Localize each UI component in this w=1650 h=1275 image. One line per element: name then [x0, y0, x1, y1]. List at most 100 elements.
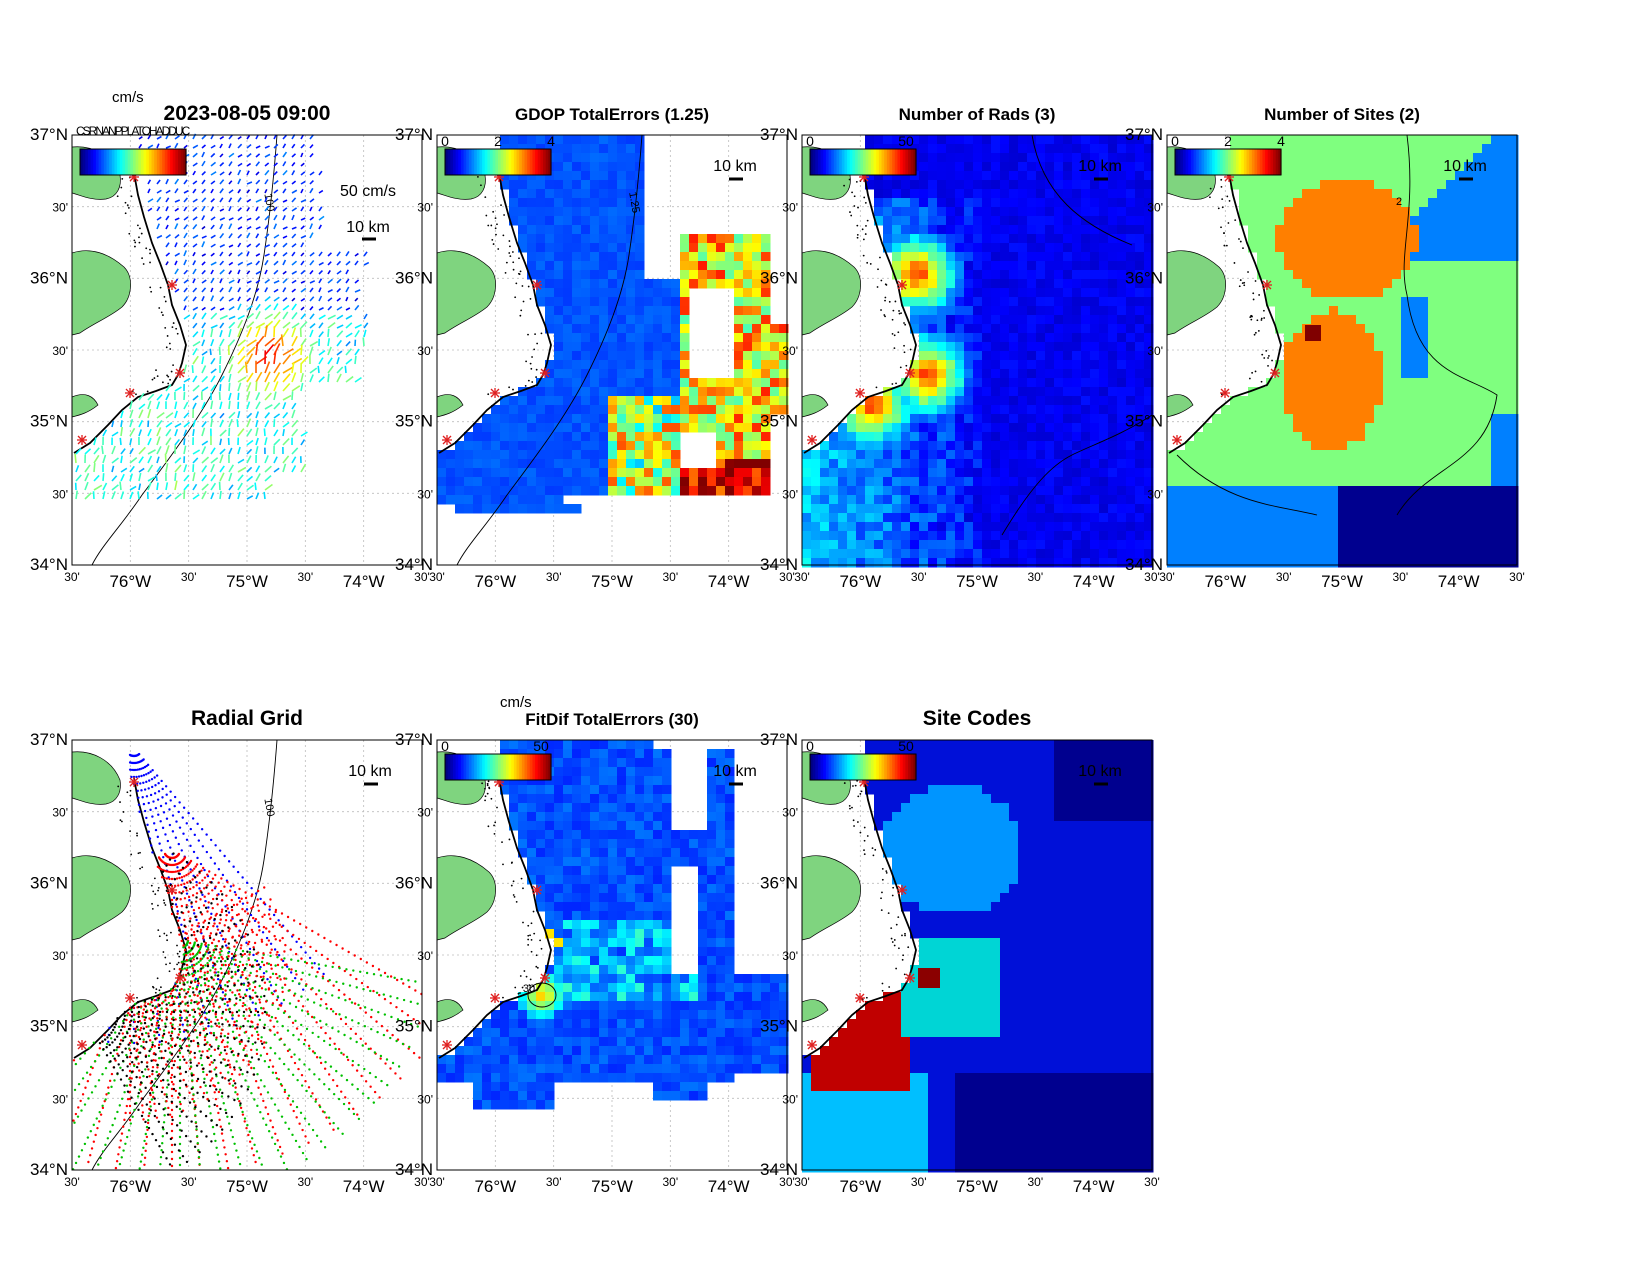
field-cell	[545, 288, 555, 298]
field-cell	[1081, 468, 1091, 478]
field-cell	[473, 459, 483, 469]
field-cell	[1464, 252, 1474, 262]
field-cell	[1257, 441, 1267, 451]
field-cell	[1054, 360, 1064, 370]
field-cell	[572, 180, 582, 190]
field-cell	[901, 198, 911, 208]
field-cell	[937, 288, 947, 298]
field-cell	[626, 279, 636, 289]
field-cell	[1356, 459, 1366, 469]
field-cell	[518, 432, 528, 442]
field-cell	[955, 297, 965, 307]
field-cell	[716, 486, 726, 496]
colorbar-tick-label: 50	[898, 133, 914, 149]
vector-arrow	[201, 287, 207, 293]
field-cell	[1257, 225, 1267, 235]
field-cell	[1275, 180, 1285, 190]
field-cell	[1036, 378, 1046, 388]
field-cell	[892, 423, 902, 433]
field-cell	[509, 171, 519, 181]
vector-arrow	[273, 214, 278, 221]
field-cell	[1410, 216, 1420, 226]
field-cell	[545, 423, 555, 433]
vector-arrow	[273, 206, 278, 212]
field-cell	[1257, 396, 1267, 406]
field-cell	[1099, 144, 1109, 154]
field-cell	[874, 477, 884, 487]
field-cell	[518, 477, 528, 487]
vector-arrow	[345, 332, 353, 338]
vector-arrow	[255, 342, 259, 356]
field-cell	[1135, 225, 1145, 235]
vector-arrow	[210, 252, 215, 257]
lat-tick-label: 34°N	[30, 555, 68, 574]
site-marker	[897, 280, 907, 290]
field-cell	[608, 441, 618, 451]
lon-tick-label: 30'	[414, 570, 430, 584]
coastline	[803, 172, 917, 454]
field-cell	[554, 369, 564, 379]
colorbar-cell	[886, 149, 891, 175]
field-cell	[1428, 387, 1438, 397]
field-cell	[955, 486, 965, 496]
field-cell	[545, 306, 555, 316]
field-cell	[1419, 162, 1429, 172]
field-cell	[856, 405, 866, 415]
vector-arrow	[255, 381, 258, 392]
vector-arrow	[291, 279, 297, 284]
field-cell	[1126, 153, 1136, 163]
field-cell	[1500, 405, 1510, 415]
field-cell	[1230, 423, 1240, 433]
field-cell	[1293, 297, 1303, 307]
field-cell	[874, 216, 884, 226]
field-cell	[1284, 153, 1294, 163]
vector-arrow	[228, 233, 233, 239]
shoreline-dot	[494, 217, 497, 219]
field-cell	[1356, 333, 1366, 343]
field-cell	[1392, 360, 1402, 370]
shoreline-dot	[156, 375, 159, 378]
field-cell	[973, 540, 983, 550]
vector-arrow	[174, 493, 182, 500]
field-cell	[847, 531, 857, 541]
field-cell	[991, 315, 1001, 325]
field-cell	[982, 405, 992, 415]
field-cell	[1266, 432, 1276, 442]
vector-arrow	[138, 456, 144, 464]
vector-arrow	[201, 144, 207, 149]
field-cell	[1419, 360, 1429, 370]
field-cell	[1338, 279, 1348, 289]
field-cell	[1275, 423, 1285, 433]
field-cell	[1356, 198, 1366, 208]
field-cell	[1455, 360, 1465, 370]
field-cell	[1365, 207, 1375, 217]
field-cell	[1455, 423, 1465, 433]
field-cell	[1248, 450, 1258, 460]
field-cell	[1293, 252, 1303, 262]
field-cell	[937, 198, 947, 208]
field-cell	[1090, 396, 1100, 406]
field-cell	[752, 342, 762, 352]
field-cell	[1464, 342, 1474, 352]
site-marker	[125, 388, 135, 398]
field-cell	[1099, 261, 1109, 271]
field-cell	[1239, 189, 1249, 199]
field-cell	[1054, 432, 1064, 442]
vector-arrow	[111, 484, 119, 491]
field-cell	[1063, 387, 1073, 397]
field-cell	[1401, 414, 1411, 424]
field-cell	[1509, 243, 1519, 253]
field-cell	[856, 459, 866, 469]
field-cell	[928, 279, 938, 289]
field-cell	[1099, 207, 1109, 217]
field-cell	[928, 342, 938, 352]
field-cell	[1347, 216, 1357, 226]
shoreline-dot	[533, 348, 536, 351]
shoreline-dot	[508, 252, 511, 254]
field-cell	[617, 369, 627, 379]
field-cell	[491, 459, 501, 469]
shoreline-dot	[126, 204, 129, 207]
vector-arrow	[255, 171, 260, 176]
field-cell	[1419, 144, 1429, 154]
field-cell	[892, 243, 902, 253]
